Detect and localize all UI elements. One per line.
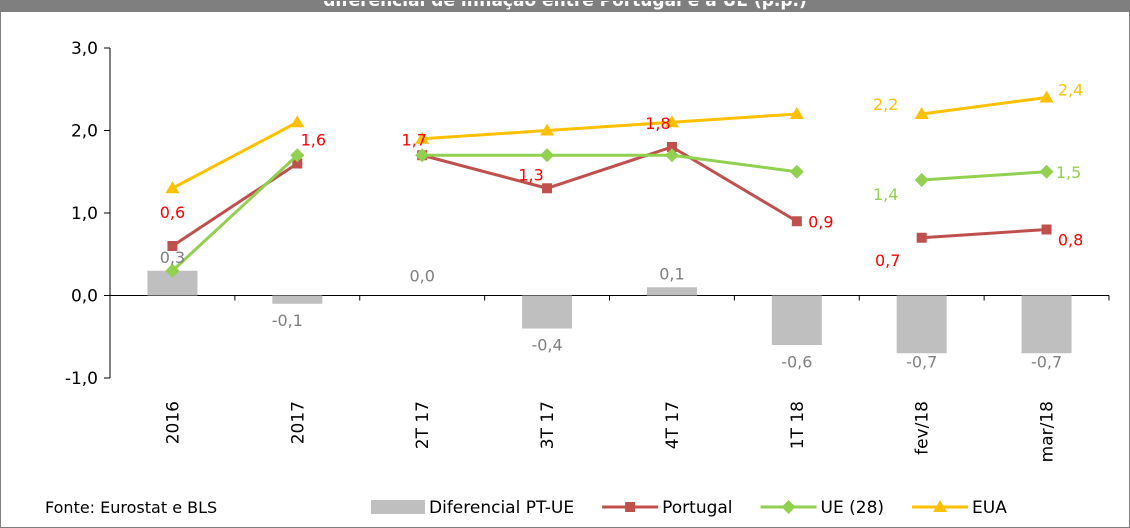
series-line (422, 112, 797, 141)
bar-data-label: 0,1 (659, 264, 684, 283)
y-tick-label: 1,0 (71, 204, 98, 224)
triangle-marker (540, 123, 555, 136)
diamond-marker (415, 148, 430, 163)
x-tick-label: 3T 17 (538, 401, 558, 449)
line-data-label: 1,6 (301, 131, 326, 150)
bar-data-label: -0,4 (531, 336, 562, 355)
x-tick-label: 2017 (288, 401, 308, 444)
square-marker (625, 502, 636, 512)
diamond-marker (290, 148, 305, 163)
x-tick-label: mar/18 (1038, 401, 1058, 462)
diamond-marker (664, 148, 679, 163)
line-series-ue-28- (165, 148, 1054, 278)
square-marker (167, 241, 178, 251)
chart-title: diferencial de inflação entre Portugal e… (323, 1, 807, 11)
line-data-label: 0,6 (160, 203, 185, 222)
series-line (171, 154, 299, 272)
line-data-label: 2,2 (873, 95, 898, 114)
x-tick-label: 1T 18 (788, 401, 808, 449)
bar-data-label: 0,0 (409, 267, 434, 286)
triangle-marker (789, 107, 804, 119)
series-line (171, 120, 299, 190)
square-marker (916, 232, 927, 243)
triangle-marker (933, 500, 948, 512)
legend-item: UE (28) (760, 498, 884, 518)
triangle-marker (1039, 90, 1054, 103)
line-data-label: 0,8 (1058, 231, 1083, 250)
series-line (921, 228, 1047, 240)
legend-item: EUA (912, 498, 1007, 518)
bar (272, 295, 323, 304)
y-tick-label: 2,0 (71, 122, 98, 142)
series-line (422, 153, 798, 174)
x-tick-label: fev/18 (913, 401, 933, 455)
line-data-label: 0,9 (808, 212, 833, 231)
diamond-marker (540, 148, 555, 163)
legend-label: UE (28) (821, 498, 884, 518)
bar-data-label: -0,6 (781, 353, 812, 372)
y-tick-label: -1,0 (65, 369, 98, 389)
y-tick-label: 0,0 (71, 287, 98, 307)
line-data-label: 1,4 (873, 185, 898, 204)
bar-series (147, 270, 1072, 354)
square-marker (292, 158, 303, 169)
series-line (921, 96, 1047, 116)
square-marker (666, 142, 677, 152)
legend-item: Diferencial PT-UE (371, 498, 574, 518)
diamond-marker (1039, 164, 1054, 179)
line-data-label: 1,3 (518, 165, 543, 184)
line-data-label: 1,8 (645, 114, 670, 133)
diamond-marker (789, 164, 804, 179)
diamond-marker (165, 263, 180, 278)
series-line (921, 170, 1047, 182)
triangle-marker (290, 115, 305, 128)
square-marker (791, 216, 802, 227)
legend-item: Portugal (602, 498, 733, 518)
triangle-marker (415, 131, 430, 144)
diamond-marker (914, 173, 929, 187)
series-line (171, 162, 299, 248)
diamond-marker (781, 500, 796, 514)
x-tick-label: 2016 (163, 401, 183, 444)
legend-label: Portugal (662, 498, 732, 518)
line-data-label: 1,5 (1056, 163, 1081, 182)
bar-data-label: 0,3 (160, 248, 185, 267)
line-series-portugal (167, 142, 1052, 251)
line-data-label: 0,7 (875, 251, 900, 270)
bar-data-label: -0,7 (906, 353, 937, 372)
bar-data-label: -0,7 (1031, 353, 1062, 372)
legend-swatch (371, 500, 425, 514)
bar (896, 295, 947, 354)
line-data-label: 1,7 (401, 130, 426, 149)
square-marker (542, 183, 553, 194)
triangle-marker (165, 181, 180, 194)
legend-label: EUA (972, 498, 1007, 518)
series-line (421, 145, 798, 223)
x-tick-label: 2T 17 (413, 401, 433, 449)
chart-title-bar: diferencial de inflação entre Portugal e… (1, 1, 1129, 12)
bar (1021, 295, 1072, 354)
data-labels: 0,3 -0,1 0,0 -0,4 0,1 -0,6 -0,7 -0,7 0,6 1,6 1,7 1,… (160, 81, 1084, 372)
x-tick-label: 4T 17 (663, 401, 683, 449)
line-series (165, 90, 1054, 278)
bar (522, 295, 573, 329)
legend: Diferencial PT-UE Portugal UE (28) EUA (371, 498, 1007, 518)
line-series-eua (165, 90, 1054, 194)
y-tick-label: 3,0 (71, 39, 98, 59)
bar (771, 295, 822, 345)
bar (646, 287, 697, 296)
square-marker (1041, 224, 1052, 235)
line-data-label: 2,4 (1058, 81, 1083, 100)
bar-data-label: -0,1 (272, 311, 303, 330)
triangle-marker (664, 115, 679, 128)
triangle-marker (914, 107, 929, 119)
source-note: Fonte: Eurostat e BLS (45, 498, 218, 517)
chart-axes: 3,0 2,0 1,0 0,0 -1,0 2016 2017 2T 17 3T 17 4T 17 1… (65, 39, 1110, 462)
legend-label: Diferencial PT-UE (429, 498, 574, 518)
